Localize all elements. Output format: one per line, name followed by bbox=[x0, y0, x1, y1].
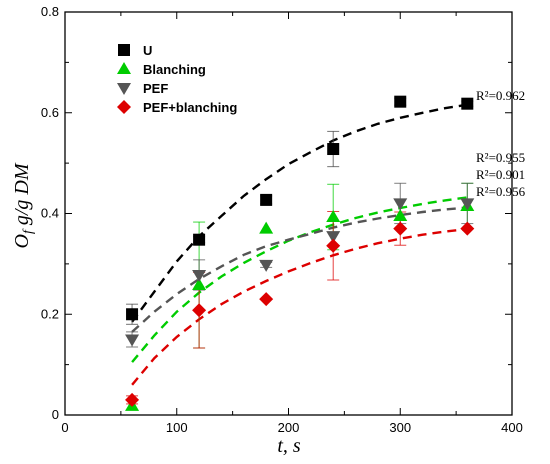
y-tick-label: 0.8 bbox=[41, 4, 59, 19]
y-axis-title-rest: g/g DM bbox=[11, 162, 33, 230]
point-pef bbox=[259, 259, 274, 272]
point-pef-blanching bbox=[192, 303, 207, 318]
x-tick-label: 0 bbox=[61, 420, 68, 435]
y-axis-title-main: O bbox=[11, 234, 33, 248]
y-axis-title: Of g/g DM bbox=[11, 162, 36, 248]
point-u bbox=[461, 97, 474, 110]
r2-label-pef: R²=0.901 bbox=[476, 167, 525, 182]
point-pef bbox=[125, 334, 140, 347]
point-blanching bbox=[259, 221, 274, 234]
plot-frame bbox=[64, 11, 513, 416]
y-tick-label: 0.2 bbox=[41, 306, 59, 321]
legend-label-blanching: Blanching bbox=[143, 62, 206, 77]
r2-labels: R²=0.962 R²=0.955 R²=0.901 R²=0.956 bbox=[476, 88, 526, 199]
fit-line-u bbox=[131, 103, 468, 323]
point-blanching bbox=[326, 210, 341, 223]
r2-label-blanching: R²=0.955 bbox=[476, 150, 525, 165]
point-u bbox=[394, 95, 407, 108]
error-bars bbox=[126, 97, 474, 405]
point-u bbox=[126, 308, 139, 321]
legend-marker-pef bbox=[117, 83, 131, 95]
y-axis-title-sub: f bbox=[21, 228, 36, 234]
point-pef bbox=[326, 231, 341, 244]
fit-lines bbox=[131, 103, 468, 386]
legend: U Blanching PEF PEF+blanching bbox=[117, 43, 237, 115]
x-tick-label: 200 bbox=[278, 420, 300, 435]
point-blanching bbox=[192, 278, 207, 291]
point-pef bbox=[460, 198, 475, 211]
y-axis: 0 0.2 0.4 0.6 0.8 bbox=[41, 4, 512, 422]
point-blanching bbox=[393, 209, 408, 222]
point-pef-blanching bbox=[393, 221, 408, 236]
x-axis: 0 100 200 300 400 bbox=[61, 12, 523, 435]
y-tick-label: 0 bbox=[52, 407, 59, 422]
legend-marker-blanching bbox=[117, 62, 131, 74]
x-tick-label: 300 bbox=[389, 420, 411, 435]
y-tick-label: 0.6 bbox=[41, 105, 59, 120]
point-u bbox=[193, 233, 206, 246]
point-pef-blanching bbox=[259, 292, 274, 307]
plot-border bbox=[64, 11, 513, 416]
y-tick-label: 0.4 bbox=[41, 206, 59, 221]
fit-line-pef bbox=[131, 206, 468, 333]
data-markers bbox=[125, 95, 475, 411]
legend-label-pef: PEF bbox=[143, 81, 168, 96]
x-tick-label: 400 bbox=[501, 420, 523, 435]
x-axis-title: t, s bbox=[277, 435, 301, 457]
fit-line-blanching bbox=[131, 196, 468, 363]
point-u bbox=[260, 193, 273, 206]
point-pef bbox=[393, 198, 408, 211]
r2-label-pef-blanching: R²=0.956 bbox=[476, 184, 526, 199]
point-pef-blanching bbox=[125, 392, 140, 407]
legend-label-pef-blanching: PEF+blanching bbox=[143, 100, 237, 115]
point-pef-blanching bbox=[326, 238, 341, 253]
x-tick-label: 100 bbox=[166, 420, 188, 435]
legend-label-u: U bbox=[143, 43, 152, 58]
r2-label-u: R²=0.962 bbox=[476, 88, 525, 103]
fit-line-pef-blanching bbox=[131, 227, 468, 386]
point-pef-blanching bbox=[460, 221, 475, 236]
legend-marker-pef-blanching bbox=[117, 100, 131, 114]
point-u bbox=[327, 143, 340, 156]
legend-marker-u bbox=[118, 44, 130, 56]
point-pef bbox=[192, 269, 207, 282]
